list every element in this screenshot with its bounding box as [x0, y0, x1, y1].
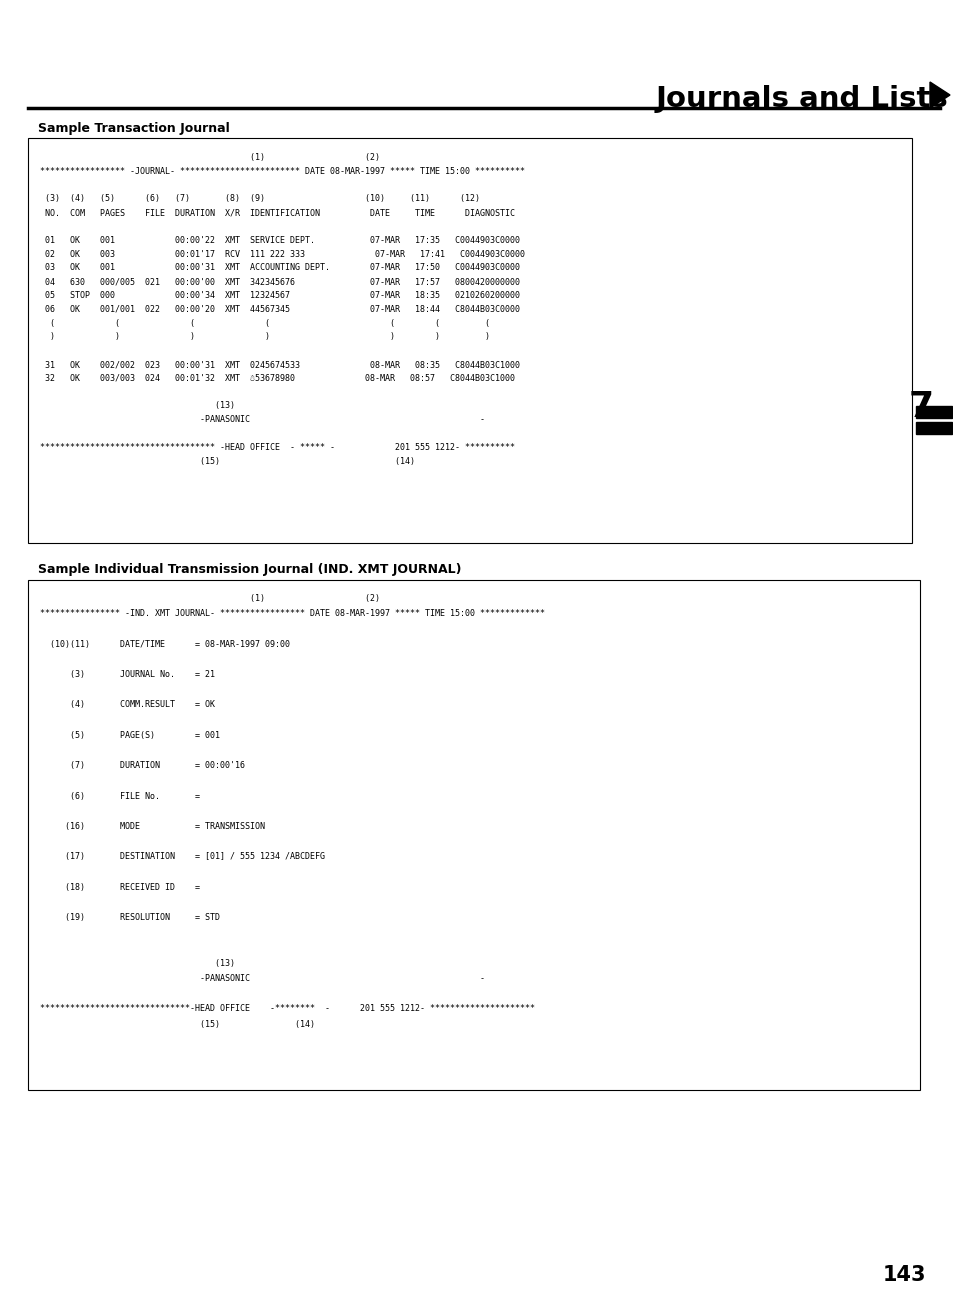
- Text: (17)       DESTINATION    = [01] / 555 1234 /ABCDEFG: (17) DESTINATION = [01] / 555 1234 /ABCD…: [40, 852, 325, 861]
- Bar: [28, 137, 911, 543]
- Text: 31   OK    002/002  023   00:00'31  XMT  0245674533              08-MAR   08:35 : 31 OK 002/002 023 00:00'31 XMT 024567453…: [40, 361, 519, 370]
- Text: (7)       DURATION       = 00:00'16: (7) DURATION = 00:00'16: [40, 761, 245, 770]
- Text: ******************************-HEAD OFFICE    -********  -      201 555 1212- **: ******************************-HEAD OFFI…: [40, 1004, 535, 1013]
- Bar: [915, 422, 951, 434]
- Text: (1)                    (2): (1) (2): [40, 153, 379, 162]
- Text: (1)                    (2): (1) (2): [40, 594, 379, 603]
- Text: 143: 143: [882, 1265, 925, 1285]
- Text: *********************************** -HEAD OFFICE  - ***** -            201 555 1: *********************************** -HEA…: [40, 442, 515, 451]
- Text: NO.  COM   PAGES    FILE  DURATION  X/R  IDENTIFICATION          DATE     TIME  : NO. COM PAGES FILE DURATION X/R IDENTIFI…: [40, 209, 515, 217]
- Text: (5)       PAGE(S)        = 001: (5) PAGE(S) = 001: [40, 730, 220, 739]
- Text: 06   OK    001/001  022   00:00'20  XMT  44567345                07-MAR   18:44 : 06 OK 001/001 022 00:00'20 XMT 44567345 …: [40, 305, 519, 314]
- Text: -PANASONIC                                              -: -PANASONIC -: [40, 974, 484, 983]
- Bar: [915, 406, 951, 418]
- Text: 03   OK    001            00:00'31  XMT  ACCOUNTING DEPT.        07-MAR   17:50 : 03 OK 001 00:00'31 XMT ACCOUNTING DEPT. …: [40, 263, 519, 272]
- Text: (3)  (4)   (5)      (6)   (7)       (8)  (9)                    (10)     (11)   : (3) (4) (5) (6) (7) (8) (9) (10) (11): [40, 195, 479, 204]
- Text: 01   OK    001            00:00'22  XMT  SERVICE DEPT.           07-MAR   17:35 : 01 OK 001 00:00'22 XMT SERVICE DEPT. 07-…: [40, 236, 519, 245]
- Text: (3)       JOURNAL No.    = 21: (3) JOURNAL No. = 21: [40, 671, 214, 680]
- Text: 7: 7: [908, 390, 933, 424]
- Text: (19)       RESOLUTION     = STD: (19) RESOLUTION = STD: [40, 913, 220, 922]
- Text: Sample Individual Transmission Journal (IND. XMT JOURNAL): Sample Individual Transmission Journal (…: [38, 563, 461, 576]
- Text: 32   OK    003/003  024   00:01'32  XMT  ☃53678980              08-MAR   08:57  : 32 OK 003/003 024 00:01'32 XMT ☃53678980…: [40, 374, 515, 383]
- Polygon shape: [929, 82, 949, 108]
- Text: )            )              )              )                        )        )  : ) ) ) ) ) ): [40, 332, 490, 341]
- Text: (13): (13): [40, 958, 234, 968]
- Text: (6)       FILE No.       =: (6) FILE No. =: [40, 791, 200, 800]
- Bar: [28, 580, 919, 1089]
- Text: Sample Transaction Journal: Sample Transaction Journal: [38, 122, 230, 135]
- Text: (            (              (              (                        (        (  : ( ( ( ( ( (: [40, 319, 490, 328]
- Text: 05   STOP  000            00:00'34  XMT  12324567                07-MAR   18:35 : 05 STOP 000 00:00'34 XMT 12324567 07-MAR…: [40, 291, 519, 300]
- Text: Journals and Lists: Journals and Lists: [655, 86, 947, 113]
- Text: (4)       COMM.RESULT    = OK: (4) COMM.RESULT = OK: [40, 700, 214, 709]
- Text: 02   OK    003            00:01'17  RCV  111 222 333              07-MAR   17:41: 02 OK 003 00:01'17 RCV 111 222 333 07-MA…: [40, 249, 524, 258]
- Text: **************** -IND. XMT JOURNAL- ***************** DATE 08-MAR-1997 ***** TIM: **************** -IND. XMT JOURNAL- ****…: [40, 610, 544, 619]
- Text: -PANASONIC                                              -: -PANASONIC -: [40, 415, 484, 424]
- Text: (16)       MODE           = TRANSMISSION: (16) MODE = TRANSMISSION: [40, 822, 265, 831]
- Text: (18)       RECEIVED ID    =: (18) RECEIVED ID =: [40, 883, 200, 892]
- Text: ***************** -JOURNAL- ************************ DATE 08-MAR-1997 ***** TIME: ***************** -JOURNAL- ************…: [40, 167, 524, 176]
- Text: (13): (13): [40, 401, 234, 410]
- Text: (10)(11)      DATE/TIME      = 08-MAR-1997 09:00: (10)(11) DATE/TIME = 08-MAR-1997 09:00: [40, 639, 290, 648]
- Text: 04   630   000/005  021   00:00'00  XMT  342345676               07-MAR   17:57 : 04 630 000/005 021 00:00'00 XMT 34234567…: [40, 278, 519, 287]
- Text: (15)                                   (14): (15) (14): [40, 457, 415, 466]
- Text: (15)               (14): (15) (14): [40, 1019, 314, 1029]
